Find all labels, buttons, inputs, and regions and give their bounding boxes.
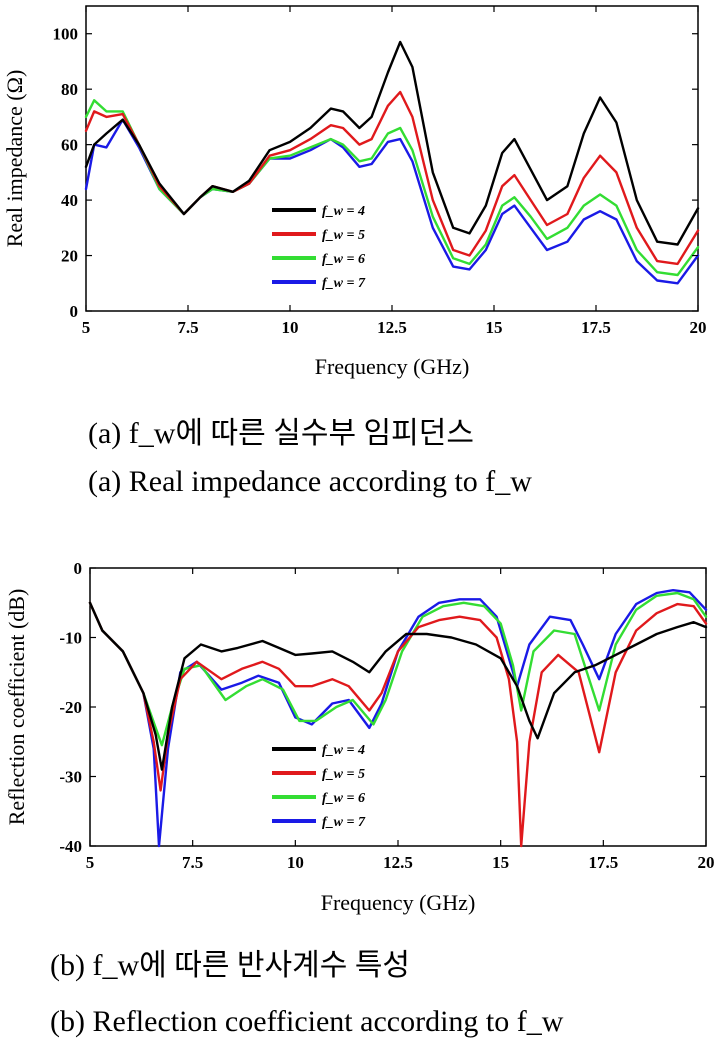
x-tick-label: 20 [690,318,707,337]
series-line-f-w-5 [88,601,708,848]
y-tick-label: 0 [70,302,79,321]
x-tick-label: 15 [486,318,503,337]
legend: f_w = 4 f_w = 5 f_w = 6 f_w = 7 [272,743,366,830]
caption-b-english: (b) Reflection coefficient according to … [50,1005,564,1038]
legend-label: f_w = 5 [322,228,365,243]
legend-label: f_w = 7 [322,276,366,291]
y-axis-label: Reflection coefficient (dB) [4,589,29,826]
x-tick-label: 15 [492,853,509,872]
caption-a-korean: (a) f_w에 따른 실수부 임피던스 [88,417,474,450]
legend-label: f_w = 6 [322,791,365,806]
x-tick-label: 10 [282,318,299,337]
x-tick-label: 20 [698,853,715,872]
x-axis-label: Frequency (GHz) [315,354,470,379]
legend-label: f_w = 6 [322,252,365,267]
x-tick-label: 5 [86,853,95,872]
y-tick-label: 60 [61,136,78,155]
x-tick-label: 5 [82,318,91,337]
caption-b-korean: (b) f_w에 따른 반사계수 특성 [50,949,411,982]
legend: f_w = 4 f_w = 5 f_w = 6 f_w = 7 [272,204,366,291]
y-tick-label: 20 [61,247,78,266]
legend-label: f_w = 5 [322,767,365,782]
y-tick-label: -40 [59,837,82,856]
legend-label: f_w = 4 [322,743,365,758]
real-impedance-chart: 5 7.5 10 12.5 15 17.5 20 0 20 40 60 80 100 Frequency … [2,5,707,379]
reflection-coefficient-chart: 5 7.5 10 12.5 15 17.5 20 -40 -30 -20 -10 0 Frequency… [4,559,715,915]
x-axis-label: Frequency (GHz) [321,890,476,915]
x-tick-label: 12.5 [377,318,407,337]
y-tick-label: 100 [53,25,79,44]
series-line-f-w-4 [88,601,708,771]
y-tick-label: -10 [59,629,82,648]
y-tick-label: 0 [74,559,83,578]
legend-label: f_w = 4 [322,204,365,219]
x-tick-label: 17.5 [581,318,611,337]
y-tick-label: 80 [61,80,78,99]
x-tick-label: 17.5 [588,853,618,872]
y-tick-label: -20 [59,698,82,717]
legend-label: f_w = 7 [322,815,366,830]
series-line-f-w-4 [84,40,700,246]
x-tick-label: 12.5 [383,853,413,872]
series-line-f-w-7 [88,589,708,848]
x-tick-label: 7.5 [177,318,198,337]
plot-frame [85,5,699,312]
x-tick-label: 7.5 [182,853,203,872]
x-tick-label: 10 [287,853,304,872]
y-axis-label: Real impedance (Ω) [2,70,27,248]
plot-frame [89,567,707,847]
y-tick-label: -30 [59,768,82,787]
caption-a-english: (a) Real impedance according to f_w [88,465,532,498]
y-tick-label: 40 [61,191,78,210]
